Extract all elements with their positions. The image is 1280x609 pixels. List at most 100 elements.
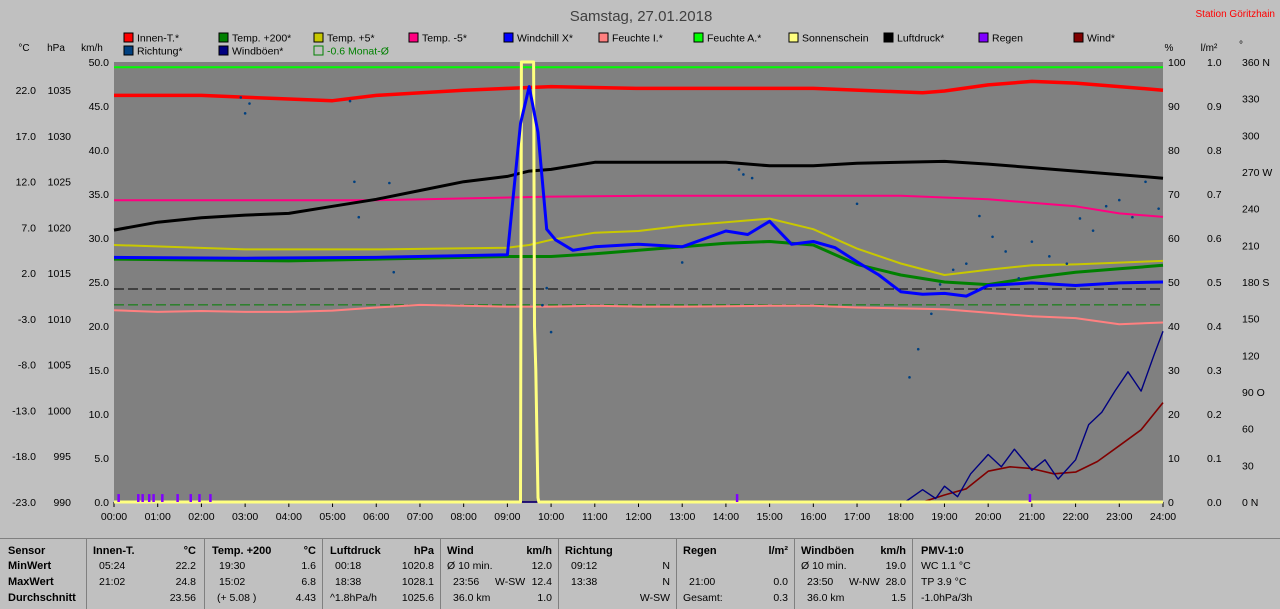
direction-point — [916, 347, 920, 351]
direction-point — [1117, 198, 1121, 202]
direction-point — [1048, 255, 1051, 258]
direction-point — [991, 235, 994, 239]
temp-axis-unit: °C — [18, 43, 29, 54]
direction-point — [392, 270, 396, 274]
rain-bar — [209, 494, 212, 502]
x-tick-label: 24:00 — [1150, 511, 1176, 523]
direction-tick-label: 60 — [1242, 424, 1254, 436]
plot-area — [114, 62, 1163, 502]
series-line — [114, 402, 1164, 503]
rain-bar — [198, 494, 201, 502]
series-lines — [113, 60, 1164, 504]
reference-lines — [114, 288, 1163, 306]
x-tick-label: 15:00 — [756, 511, 782, 523]
stats-druck-min-time: 00:18 — [335, 560, 362, 572]
stats-regen-total-label: Gesamt: — [683, 592, 723, 604]
legend-swatch — [978, 32, 989, 43]
stats-boeen-title: Windböen — [801, 545, 855, 557]
wind-tick-label: 0.0 — [94, 497, 109, 509]
x-tick-label: 06:00 — [363, 511, 389, 523]
stats-sensor-title: Sensor — [8, 545, 46, 557]
pressure-tick-label: 1005 — [48, 360, 72, 372]
direction-tick-label: 0 N — [1242, 497, 1258, 509]
stats-wind-avg10-label: Ø 10 min. — [447, 560, 493, 572]
legend-label: Temp. -5* — [422, 33, 467, 45]
direction-tick-label: 210 — [1242, 240, 1260, 252]
stats-innen-unit: °C — [183, 545, 196, 557]
temp-tick-label: 7.0 — [21, 222, 36, 234]
statistics-panel: Sensor MinWert MaxWert Durchschnitt Inne… — [0, 538, 1280, 609]
direction-point — [951, 268, 955, 272]
x-tick-label: 10:00 — [538, 511, 564, 523]
stats-pmv-windchill: WC 1.1 °C — [921, 560, 971, 572]
stats-pmv-title: PMV-1:0 — [921, 545, 964, 557]
stats-richtung-min-value: N — [662, 560, 670, 572]
x-tick-label: 16:00 — [800, 511, 826, 523]
x-tick-label: 00:00 — [101, 511, 127, 523]
temp-tick-label: -8.0 — [18, 360, 36, 372]
wind-tick-label: 40.0 — [89, 145, 110, 157]
direction-tick-label: 180 S — [1242, 277, 1269, 289]
legend-label: Luftdruck* — [897, 33, 944, 45]
x-tick-label: 01:00 — [145, 511, 171, 523]
direction-point — [750, 176, 754, 180]
direction-tick-label: 360 N — [1242, 57, 1270, 69]
rain-bar — [137, 494, 140, 502]
stats-boeen-avg-value: 1.5 — [891, 592, 906, 604]
direction-tick-label: 90 O — [1242, 387, 1265, 399]
legend-swatch — [313, 45, 324, 56]
direction-point — [243, 112, 247, 115]
stats-wind-unit: km/h — [526, 545, 552, 557]
wind-tick-label: 45.0 — [89, 101, 110, 113]
legend-label: Temp. +5* — [327, 33, 375, 45]
x-tick-label: 19:00 — [931, 511, 957, 523]
direction-point — [353, 180, 356, 184]
rain-tick-label: 0.1 — [1207, 453, 1222, 465]
stats-wind-title: Wind — [447, 545, 474, 557]
legend-swatch — [598, 32, 609, 43]
wind-tick-label: 25.0 — [89, 277, 110, 289]
stats-richtung-min-time: 09:12 — [571, 560, 598, 572]
stats-wind-max-time: 23:56 — [453, 576, 480, 588]
temp-tick-label: 2.0 — [21, 268, 36, 280]
x-tick-label: 12:00 — [625, 511, 651, 523]
legend-label: -0.6 Monat-Ø — [327, 46, 389, 58]
humidity-tick-label: 60 — [1168, 233, 1180, 245]
direction-tick-label: 120 — [1242, 350, 1260, 362]
rain-axis-unit: l/m² — [1201, 43, 1218, 54]
pressure-tick-label: 1015 — [48, 268, 72, 280]
legend-swatch — [788, 32, 799, 43]
stats-druck-max-time: 18:38 — [335, 576, 362, 588]
rain-bars — [117, 494, 1032, 502]
stats-boeen-max-direction: W-NW — [849, 576, 880, 588]
series-line — [113, 85, 1164, 298]
rain-tick-label: 0.3 — [1207, 365, 1222, 377]
stats-innen-min-time: 05:24 — [99, 560, 126, 572]
direction-point — [239, 96, 243, 99]
direction-point — [1091, 229, 1095, 232]
pressure-tick-label: 1000 — [48, 405, 72, 417]
legend-swatch — [313, 32, 324, 43]
direction-point — [1144, 180, 1147, 184]
series-line — [113, 217, 1164, 276]
legend-label: Sonnenschein — [802, 33, 869, 45]
series-line — [114, 60, 1163, 504]
direction-point — [1004, 250, 1007, 253]
wind-tick-label: 5.0 — [94, 453, 109, 465]
stats-pmv-column: PMV-1:0 WC 1.1 °C TP 3.9 °C -1.0hPa/3h — [913, 539, 1280, 609]
stats-richtung-max-value: N — [662, 576, 670, 588]
axes: 22.0 17.0 12.0 7.0 2.0 -3.0 -8.0 -13.0 -18.0 -23.… — [12, 57, 1272, 523]
x-tick-label: 13:00 — [669, 511, 695, 523]
stats-avg-label: Durchschnitt — [8, 592, 76, 604]
x-tick-label: 08:00 — [451, 511, 477, 523]
rain-tick-label: 0.6 — [1207, 233, 1222, 245]
station-label: Station Göritzhain — [1196, 9, 1276, 20]
chart-title: Samstag, 27.01.2018 — [570, 8, 713, 25]
stats-boeen-distance: 36.0 km — [807, 592, 845, 604]
stats-temp200-column: Temp. +200 °C 19:30 1.6 15:02 6.8 (+ 5.0… — [205, 539, 323, 609]
rain-tick-label: 1.0 — [1207, 57, 1222, 69]
legend: Innen-T.* Temp. +200* Temp. +5* Temp. -5* Wi… — [123, 32, 1115, 58]
direction-point — [348, 99, 352, 103]
direction-point — [938, 283, 942, 286]
stats-regen-max-value: 0.0 — [773, 576, 788, 588]
